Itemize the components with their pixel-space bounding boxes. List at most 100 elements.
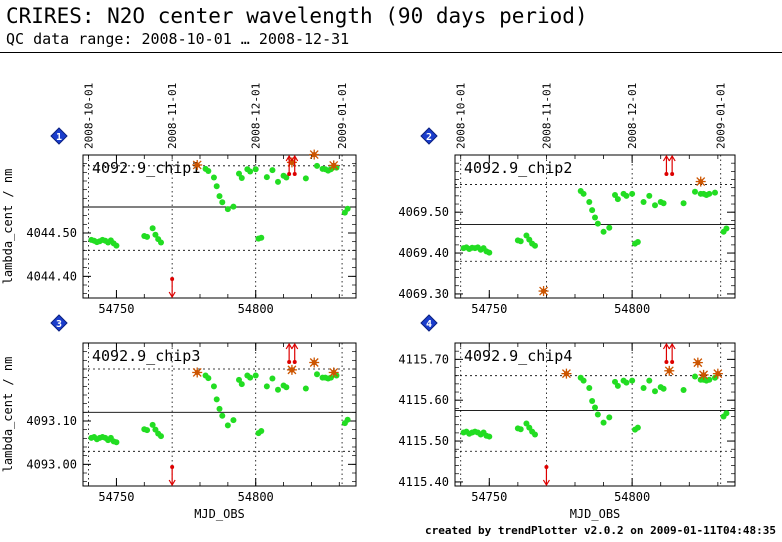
outlier-ray [699,370,709,380]
data-point [144,427,151,434]
panel-title: 4092.9_chip1 [92,159,200,177]
offscale-high-arrow [662,342,670,364]
arrow-head [285,342,293,350]
arrow-base [287,360,292,364]
data-point [152,231,159,238]
date-tick-label: 2009-01-01 [336,83,349,149]
data-point [263,174,270,181]
date-tick-label: 2008-10-01 [455,83,468,149]
data-point [486,249,493,256]
data-point [216,405,223,412]
offscale-high-arrow [285,342,293,364]
outlier-point [692,357,703,368]
data-point [314,162,320,169]
data-point [302,385,309,392]
data-point [113,242,120,249]
offscale-high-arrow [285,154,293,176]
data-point [646,192,653,199]
data-point [589,398,596,405]
data-point [634,424,641,431]
panel-number-label: 1 [56,132,62,143]
data-point [219,199,226,206]
outlier-point [309,149,320,160]
date-tick-label: 2008-11-01 [166,83,179,149]
arrow-base [292,172,297,176]
panel-number-badge [50,314,68,332]
data-point [517,238,524,245]
date-tick-label: 2008-12-01 [250,83,263,149]
arrow-head [662,342,670,350]
outlier-ray [309,358,319,367]
page-subtitle: QC data range: 2008-10-01 … 2008-12-31 [6,30,350,48]
data-point [258,234,265,241]
data-point [210,383,217,390]
offscale-high-arrow [291,342,299,364]
outlier-ray [664,366,674,376]
outlier-ray [329,160,339,170]
data-point [606,224,613,231]
plot-frame [454,342,736,487]
arrow-head [168,479,176,487]
data-point [580,377,587,384]
data-point [623,192,630,199]
outlier-point [328,367,339,378]
data-point [213,183,220,190]
outlier-ray [693,358,703,368]
arrow-head [662,154,670,162]
data-point [600,419,607,426]
x-tick-label: 54800 [238,302,274,316]
data-point [646,377,653,384]
y-tick-label: 4044.50 [26,226,77,240]
x-tick-label: 54750 [98,302,134,316]
outlier-ray [713,369,723,379]
outlier-ray [287,365,297,375]
data-point [600,228,607,235]
arrow-head [542,479,550,487]
date-tick-label: 2009-01-01 [715,83,728,149]
data-point [283,174,290,181]
data-point [247,168,254,175]
data-point [224,206,231,213]
data-point [158,433,164,440]
data-point [580,190,587,197]
data-point [614,382,621,389]
data-point [158,239,164,246]
data-point [344,205,351,212]
data-point [614,196,621,203]
data-point [712,189,718,196]
outlier-point [538,286,549,297]
outlier-point [712,368,723,379]
y-tick-label: 4069.50 [398,205,449,219]
data-point [606,414,613,421]
data-point [247,374,254,381]
data-point [532,431,538,438]
y-axis-label: lambda_cent / nm [1,357,15,473]
x-tick-label: 54750 [98,490,134,504]
data-point [205,168,212,175]
outlier-point [698,369,709,380]
arrow-base [292,360,297,364]
panel-number-badge [420,127,438,145]
data-point [723,410,730,417]
outlier-point [664,365,675,376]
date-tick-label: 2008-11-01 [540,83,553,149]
data-point [629,377,636,384]
data-point [252,372,259,379]
offscale-high-arrow [291,154,299,176]
y-tick-label: 4115.50 [398,434,449,448]
data-point [592,404,598,411]
data-point [224,422,231,429]
data-point [219,412,226,419]
y-tick-label: 4115.40 [398,475,449,489]
outlier-point [561,368,572,379]
arrow-base [664,172,669,176]
data-point [269,375,276,382]
offscale-high-arrow [668,342,676,364]
outlier-ray [561,369,571,379]
data-point [149,421,156,428]
arrow-base [664,360,669,364]
offscale-low-arrow [542,465,550,487]
panel-title: 4092.9_chip3 [92,347,200,365]
data-point [589,207,596,214]
